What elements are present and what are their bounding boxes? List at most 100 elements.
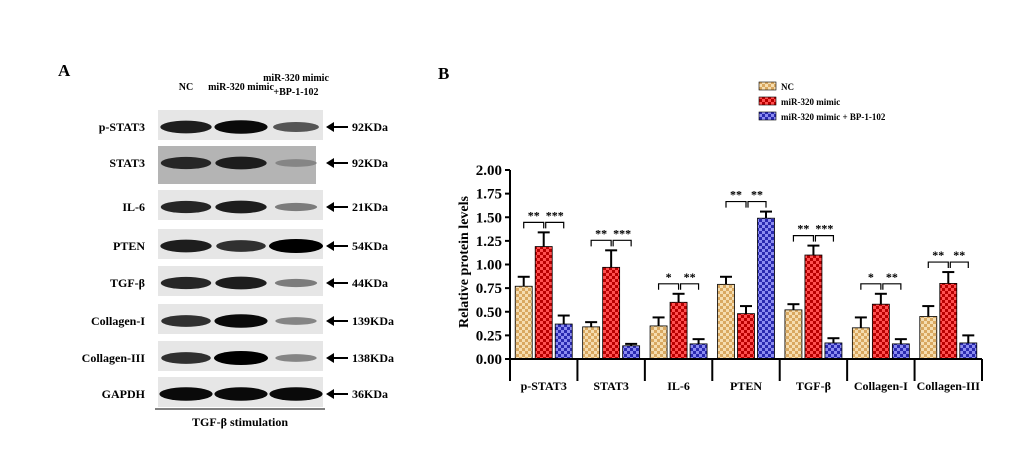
bar (737, 313, 755, 360)
significance-bracket (747, 200, 767, 208)
legend-entry: miR-320 mimic + BP-1-102 (781, 112, 886, 122)
stimulation-label: TGF-β stimulation (192, 415, 288, 429)
panel-a-letter: A (58, 61, 71, 80)
blot-band (275, 159, 317, 167)
y-tick-label: 2.00 (476, 163, 502, 179)
y-tick-label: 1.75 (476, 187, 502, 203)
y-tick-label: 0.75 (476, 281, 502, 297)
panel-a: A NC miR-320 mimic miR-320 mimic +BP-1-1… (58, 61, 394, 429)
western-blot-rows: p-STAT3 92KDa STAT3 92KDa IL-6 21KDa PTEN 54KDa… (82, 110, 394, 407)
significance-mark: ** (797, 222, 809, 236)
bar (602, 266, 621, 360)
legend-entry: NC (781, 82, 794, 92)
lane-label-mimic: miR-320 mimic (208, 82, 274, 93)
blot-band (160, 120, 212, 134)
bar (669, 301, 688, 360)
significance-bracket (927, 261, 949, 269)
blot-band (275, 317, 317, 325)
y-axis: 0.00 0.25 0.50 0.75 1.00 1.25 1.50 1.75 2.00 (476, 163, 511, 368)
significance-mark: ** (932, 248, 944, 262)
blot-protein-label: Collagen-III (82, 351, 146, 365)
bar (757, 217, 775, 360)
size-arrow-head (326, 389, 334, 399)
significance-mark: ** (953, 248, 965, 262)
blot-size-label: 44KDa (352, 276, 388, 290)
blot-size-label: 139KDa (352, 314, 394, 328)
blot-protein-label: IL-6 (122, 200, 145, 214)
bar (891, 343, 910, 360)
significance-mark: * (666, 270, 672, 284)
blot-band (269, 387, 323, 401)
y-tick-label: 1.50 (476, 210, 502, 226)
significance-mark: * (868, 270, 874, 284)
blot-band (214, 387, 268, 401)
bar (959, 342, 978, 360)
blot-band (215, 156, 267, 170)
significance-bracket (612, 239, 632, 247)
significance-bracket (679, 283, 700, 290)
lane-label-nc: NC (179, 82, 193, 93)
blot-size-label: 54KDa (352, 239, 388, 253)
significance-mark: ** (528, 208, 540, 222)
bar (514, 285, 533, 360)
x-category-label: Collagen-I (854, 379, 908, 393)
blot-band (161, 352, 211, 364)
size-arrow-head (326, 202, 334, 212)
significance-bracket (725, 200, 747, 208)
legend-swatch (758, 81, 777, 91)
y-tick-label: 0.50 (476, 305, 502, 321)
blot-band (161, 315, 211, 327)
panel-b-letter: B (438, 64, 449, 83)
y-tick-label: 1.00 (476, 258, 502, 274)
blot-band (274, 278, 318, 288)
significance-bracket (545, 221, 565, 229)
y-axis-label: Relative protein levels (457, 195, 472, 327)
size-arrow-head (326, 122, 334, 132)
blot-protein-label: GAPDH (102, 387, 146, 401)
blot-protein-label: p-STAT3 (99, 120, 145, 134)
significance-mark: ** (751, 188, 763, 202)
blot-band (160, 239, 212, 253)
x-category-label: Collagen-III (917, 379, 981, 393)
bar (582, 326, 601, 360)
significance-bracket (657, 283, 680, 290)
bar (851, 327, 870, 360)
significance-bracket (882, 283, 902, 290)
blot-protein-label: Collagen-I (91, 314, 145, 328)
blot-band (269, 239, 323, 253)
significance-bracket (523, 221, 545, 229)
significance-mark: *** (613, 226, 631, 240)
significance-bracket (590, 239, 612, 247)
blot-size-label: 92KDa (352, 156, 388, 170)
lane-label-mimic-bp-line1: miR-320 mimic (263, 73, 329, 84)
blot-size-label: 36KDa (352, 387, 388, 401)
bar (554, 323, 573, 360)
size-arrow-head (326, 158, 334, 168)
x-axis: p-STAT3 STAT3 IL-6 PTEN TGF-β Collagen-I Colla… (509, 358, 983, 393)
x-category-label: IL-6 (667, 379, 690, 393)
y-tick-label: 0.25 (476, 328, 502, 344)
blot-protein-label: PTEN (113, 239, 145, 253)
x-category-label: STAT3 (593, 379, 629, 393)
blot-protein-label: STAT3 (109, 156, 145, 170)
bar (649, 325, 668, 360)
bar (534, 246, 553, 360)
significance-mark: *** (815, 222, 833, 236)
x-category-label: p-STAT3 (521, 379, 567, 393)
blot-size-label: 92KDa (352, 120, 388, 134)
panel-b: B NC miR-320 mimic miR-320 mimic + BP-1-10… (438, 64, 983, 393)
legend-swatch (758, 111, 777, 121)
blot-band (215, 276, 267, 290)
blot-band (215, 200, 267, 214)
size-arrow-head (326, 316, 334, 326)
blot-band (214, 120, 268, 134)
blot-band (216, 240, 266, 252)
blot-band (160, 156, 212, 170)
significance-mark: ** (730, 188, 742, 202)
blot-band (214, 351, 268, 365)
bars (514, 210, 978, 360)
significance-bracket (792, 235, 815, 242)
significance-bracket (949, 261, 969, 269)
legend-swatch (758, 96, 777, 106)
x-category-label: PTEN (730, 379, 762, 393)
